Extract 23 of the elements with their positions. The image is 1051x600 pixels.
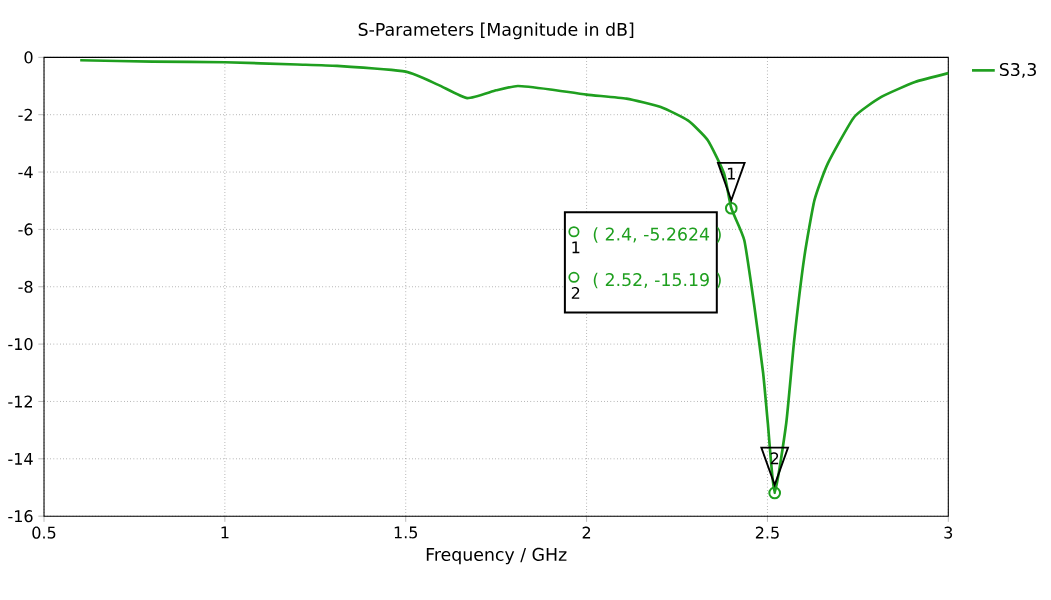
y-tick-label: -14 [8,452,33,465]
text: 1 [572,241,580,254]
y-tick-label: -4 [18,166,33,178]
annotation: ( 2.52, -15.19 ) [593,272,721,289]
x-tick-label: 1.5 [394,526,418,539]
x-tick-label: 3 [944,526,953,539]
y-tick-label: -2 [18,108,33,121]
annotation: ( 2.4, -5.2624 ) [593,227,721,243]
y-tick-label: -16 [8,510,33,523]
x-tick-label: 2.5 [755,526,779,539]
y-tick-label: 0 [24,51,33,64]
chart-title: S-Parameters [Magnitude in dB] [358,22,634,40]
x-tick-label: 1 [221,526,229,539]
y-tick-label: -6 [18,223,33,236]
y-tick-label: -12 [8,395,32,408]
x-tick-label: 0.5 [32,526,56,539]
x-tick-label: 2 [582,526,591,539]
y-tick-label: -8 [18,280,33,293]
legend-label: S3,3 [999,62,1036,78]
y-tick-label: -10 [8,337,33,351]
annotation: 1 [727,167,735,180]
x-axis-title: Frequency / GHz [426,547,567,565]
text: 2 [571,286,580,299]
